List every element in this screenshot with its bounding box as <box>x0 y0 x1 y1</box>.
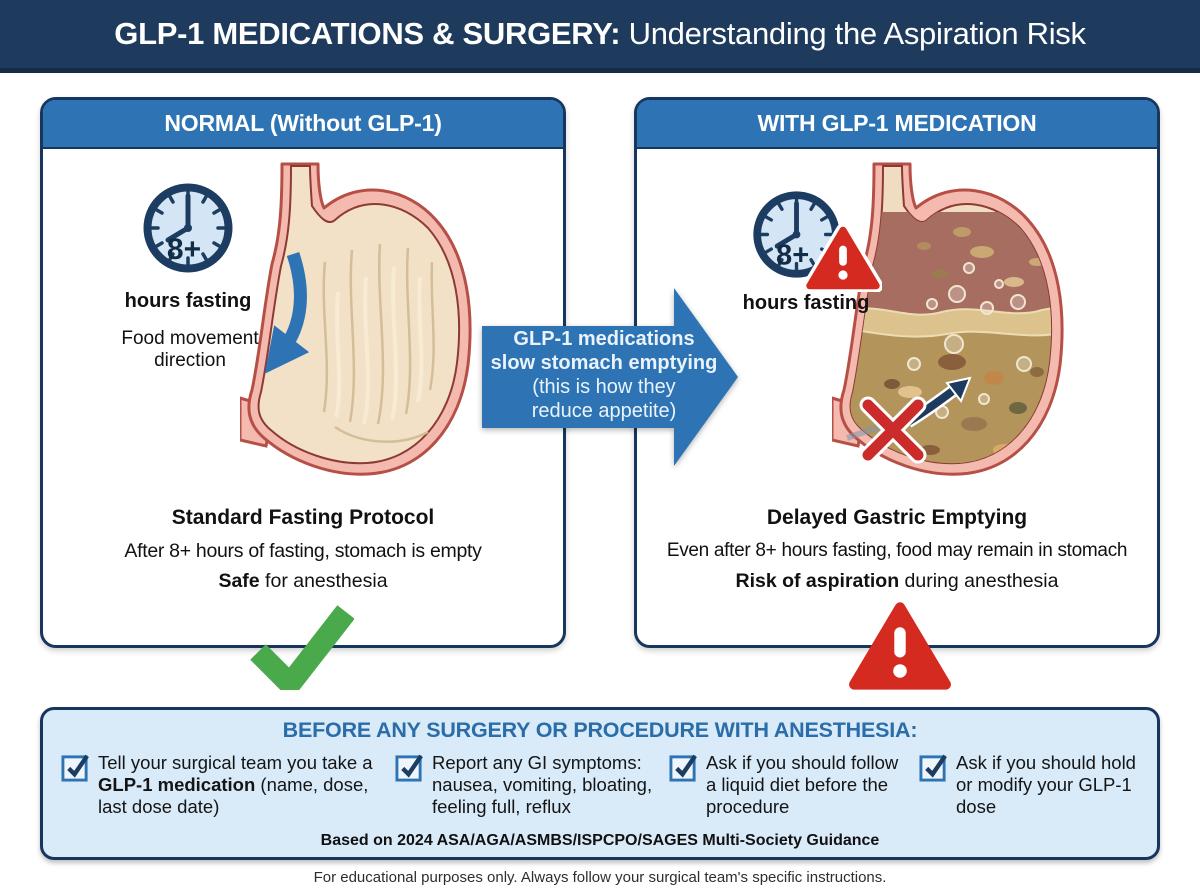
page-title: GLP-1 MEDICATIONS & SURGERY: Understandi… <box>0 0 1200 73</box>
checkbox-icon <box>669 754 697 782</box>
glp1-verdict-bold: Risk of aspiration <box>735 570 900 592</box>
stomach-texture <box>322 243 435 443</box>
warning-triangle-icon <box>849 602 951 690</box>
slows-emptying-arrow <box>482 288 738 466</box>
clock-hours-label: 8+ <box>776 240 809 272</box>
guidance-source: Based on 2024 ASA/AGA/ASMBS/ISPCPO/SAGES… <box>320 832 880 849</box>
checklist-item-text: Ask if you should hold or modify your GL… <box>956 752 1136 818</box>
normal-verdict-bold: Safe <box>218 570 260 592</box>
warning-triangle-small-icon <box>804 224 882 292</box>
connector-line1: GLP-1 medications <box>513 328 695 350</box>
checklist-item-gi-symptoms: Report any GI symptoms: nausea, vomiting… <box>395 752 659 819</box>
glp1-heading: Delayed Gastric Emptying <box>766 506 1028 529</box>
checkbox-icon <box>395 754 423 782</box>
food-direction-arrow-icon <box>264 251 310 374</box>
glp1-verdict-rest: during anesthesia <box>899 570 1059 592</box>
normal-verdict-rest: for anesthesia <box>259 570 388 592</box>
red-x-icon <box>859 396 927 464</box>
clock-icon: 8+ <box>143 183 233 273</box>
checklist-item-tell-team: Tell your surgical team you take a GLP-1… <box>61 752 383 819</box>
checklist-item-hold-dose: Ask if you should hold or modify your GL… <box>919 752 1147 819</box>
normal-verdict: Safe for anesthesia <box>43 570 563 593</box>
connector-line2: slow stomach emptying <box>490 352 718 374</box>
glp1-verdict: Risk of aspiration during anesthesia <box>637 570 1157 593</box>
checklist-item-text: Report any GI symptoms: nausea, vomiting… <box>432 752 653 818</box>
page-title-regular: Understanding the Aspiration Risk <box>620 16 1086 51</box>
clock-hours-label: 8+ <box>167 233 201 266</box>
checklist-item-liquid-diet: Ask if you should follow a liquid diet b… <box>669 752 909 819</box>
flow-note-line1: Food movement <box>121 328 259 349</box>
connector-line4: reduce appetite) <box>531 400 677 422</box>
clock-icon: 8+ <box>753 191 840 278</box>
connector-line3: (this is how they <box>532 376 676 398</box>
advice-box: BEFORE ANY SURGERY OR PROCEDURE WITH ANE… <box>40 707 1160 860</box>
panel-normal-title: NORMAL (Without GLP-1) <box>43 100 563 149</box>
checklist-item-text: Tell your surgical team you take a GLP-1… <box>98 752 373 818</box>
disclaimer: For educational purposes only. Always fo… <box>313 869 887 886</box>
checkbox-icon <box>919 754 947 782</box>
empty-stomach-illustration <box>240 162 472 476</box>
normal-heading: Standard Fasting Protocol <box>171 506 435 529</box>
normal-detail: After 8+ hours of fasting, stomach is em… <box>124 540 482 562</box>
green-checkmark-icon <box>250 605 354 690</box>
full-stomach-illustration <box>832 162 1064 476</box>
connector-caption: GLP-1 medications slow stomach emptying … <box>490 324 718 426</box>
glp1-detail: Even after 8+ hours fasting, food may re… <box>666 540 1128 561</box>
advice-title: BEFORE ANY SURGERY OR PROCEDURE WITH ANE… <box>282 718 918 742</box>
gas-bubbles <box>907 262 1032 419</box>
fasting-caption: hours fasting <box>124 290 252 312</box>
checklist-item-text: Ask if you should follow a liquid diet b… <box>706 752 899 818</box>
flow-note-line2: direction <box>154 350 226 371</box>
page-title-bold: GLP-1 MEDICATIONS & SURGERY: <box>114 16 621 51</box>
fasting-caption: hours fasting <box>742 292 870 314</box>
stomach-contents <box>850 212 1052 464</box>
checkbox-icon <box>61 754 89 782</box>
panel-glp1-title: WITH GLP-1 MEDICATION <box>637 100 1157 149</box>
flow-note: Food movement direction <box>95 328 285 372</box>
